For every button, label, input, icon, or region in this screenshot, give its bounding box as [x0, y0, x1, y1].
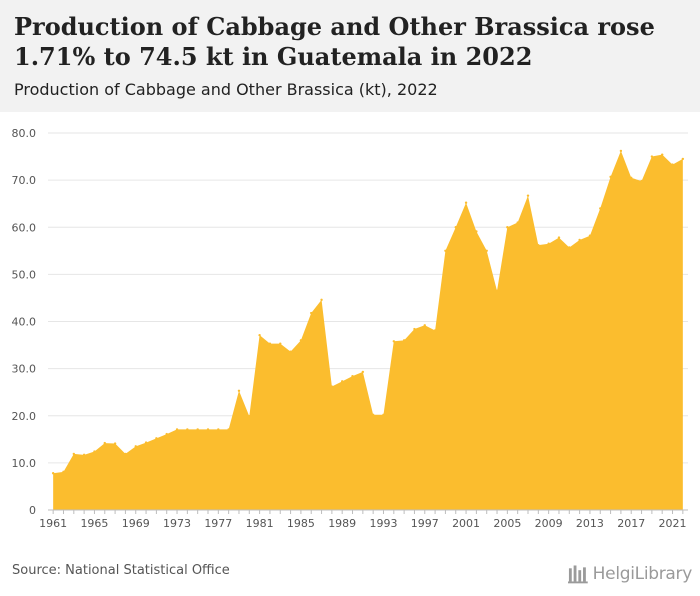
data-point [537, 243, 540, 247]
data-point [186, 428, 189, 431]
y-tick-label: 10.0 [12, 457, 37, 470]
data-point [144, 441, 148, 444]
data-point [475, 230, 478, 233]
x-tick-label: 1969 [122, 517, 150, 530]
data-point [310, 311, 313, 315]
data-point [113, 442, 117, 445]
data-point [279, 342, 282, 345]
data-point [599, 207, 602, 210]
data-point [72, 452, 76, 456]
x-tick-label: 2009 [535, 517, 563, 530]
data-point [413, 327, 416, 331]
data-point [227, 428, 230, 431]
chart-title: Production of Cabbage and Other Brassica… [14, 12, 655, 71]
y-tick-label: 60.0 [12, 221, 37, 234]
x-tick-label: 1961 [39, 517, 67, 530]
x-tick-label: 2017 [617, 517, 645, 530]
data-point [124, 452, 127, 456]
data-point [464, 201, 468, 204]
data-point [371, 413, 375, 417]
x-tick-label: 2021 [659, 517, 687, 530]
data-point [557, 236, 561, 239]
data-point [619, 149, 623, 153]
data-point [423, 324, 426, 327]
data-point [361, 370, 365, 374]
y-tick-label: 0 [29, 504, 36, 517]
data-point [526, 194, 530, 197]
data-point [155, 437, 158, 440]
data-point [299, 339, 303, 342]
data-point [650, 155, 654, 158]
data-point [630, 176, 633, 179]
x-tick-label: 1973 [163, 517, 191, 530]
data-point [206, 428, 210, 431]
data-point [568, 246, 571, 249]
production-area [53, 150, 683, 510]
y-tick-label: 50.0 [12, 268, 37, 281]
data-point [609, 175, 612, 179]
x-tick-label: 2001 [452, 517, 480, 530]
x-tick-label: 2005 [493, 517, 521, 530]
data-point [268, 342, 272, 345]
data-point [547, 242, 550, 245]
data-point [320, 298, 323, 302]
source-note: Source: National Statistical Office [12, 563, 230, 578]
data-point [351, 374, 354, 378]
data-point [340, 380, 344, 383]
data-point [433, 329, 437, 332]
logo-text: HelgiLibrary [592, 564, 693, 584]
data-point [51, 472, 55, 475]
x-tick-label: 1981 [246, 517, 274, 530]
data-point [258, 333, 261, 337]
data-point [444, 249, 447, 253]
data-point [454, 226, 457, 229]
data-point [93, 450, 96, 453]
y-tick-label: 40.0 [12, 316, 37, 329]
axes: 0 10.0 20.0 30.0 40.0 50.0 60.0 70.0 80.0 1961 196… [12, 127, 688, 530]
data-point [196, 428, 199, 431]
data-point [134, 445, 137, 448]
chart-subtitle: Production of Cabbage and Other Brassica… [14, 80, 438, 99]
data-point [248, 415, 251, 418]
data-point [640, 179, 643, 183]
area-chart: 0 10.0 20.0 30.0 40.0 50.0 60.0 70.0 80.0 1961 196… [12, 127, 688, 530]
data-point [402, 339, 406, 342]
header-band: Production of Cabbage and Other Brassica… [0, 0, 700, 112]
data-point [175, 428, 179, 431]
data-point [82, 453, 86, 457]
x-tick-label: 1977 [204, 517, 232, 530]
y-tick-label: 30.0 [12, 363, 37, 376]
y-tick-label: 20.0 [12, 410, 37, 423]
x-tick-label: 1985 [287, 517, 315, 530]
library-building-icon [568, 565, 588, 584]
data-point [495, 289, 499, 293]
x-tick-label: 1965 [80, 517, 108, 530]
data-point [62, 470, 65, 474]
data-point [289, 350, 292, 353]
x-tick-label: 1989 [328, 517, 356, 530]
data-point [588, 234, 592, 237]
data-point [671, 163, 674, 166]
data-point [330, 385, 334, 388]
x-tick-label: 1993 [369, 517, 397, 530]
data-point [578, 238, 581, 242]
area-layer [51, 149, 685, 510]
data-point [237, 389, 241, 392]
x-tick-label: 1997 [411, 517, 439, 530]
y-tick-label: 80.0 [12, 127, 37, 140]
data-point [506, 226, 509, 229]
y-tick-label: 70.0 [12, 174, 37, 187]
data-point [392, 340, 396, 343]
data-point [681, 157, 685, 161]
data-point [217, 428, 220, 431]
data-point [103, 441, 106, 445]
data-point [382, 413, 385, 417]
data-point [660, 153, 664, 156]
x-tick-label: 2013 [576, 517, 604, 530]
helgi-library-logo: HelgiLibrary [568, 560, 692, 584]
data-point [516, 221, 519, 224]
data-point [485, 249, 488, 253]
data-point [165, 432, 168, 436]
